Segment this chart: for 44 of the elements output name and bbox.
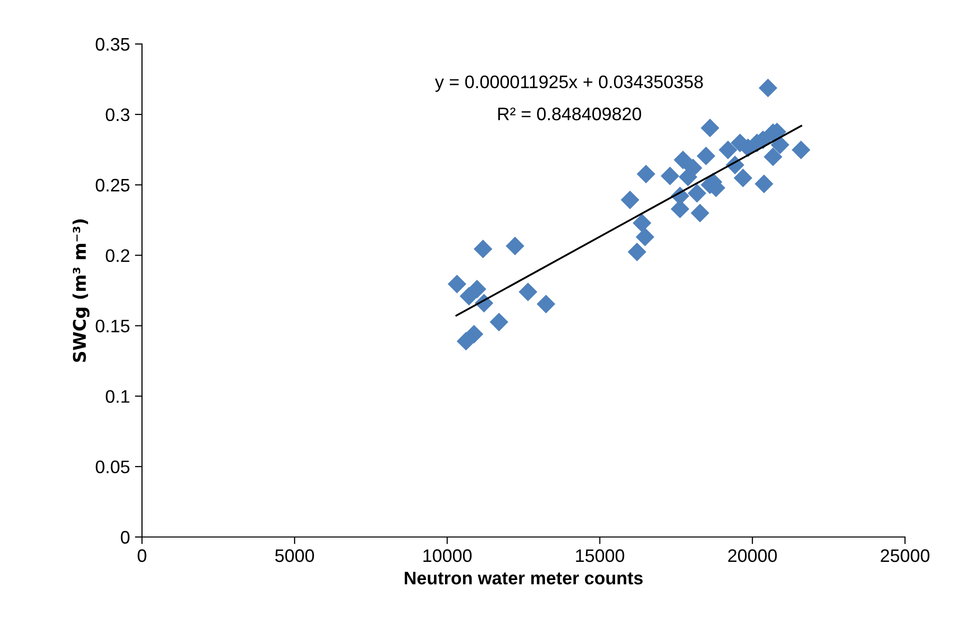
point bbox=[518, 282, 538, 302]
point bbox=[536, 294, 556, 314]
x-tick-label: 20000 bbox=[728, 549, 777, 562]
x-tick-label: 5000 bbox=[275, 549, 314, 562]
y-tick-label: 0.25 bbox=[96, 178, 130, 192]
y-tick-label: 0.15 bbox=[96, 320, 130, 332]
y-tick-label: 0.2 bbox=[106, 249, 130, 262]
point bbox=[632, 214, 652, 232]
x-tick-label: 15000 bbox=[576, 549, 624, 562]
point bbox=[674, 150, 692, 170]
point bbox=[700, 118, 720, 138]
point bbox=[734, 168, 752, 188]
y-tick-label: 0 bbox=[120, 530, 130, 544]
annotation: y = 0.000011925x + 0.034350358 bbox=[434, 76, 703, 92]
point bbox=[620, 190, 640, 210]
point bbox=[490, 312, 508, 332]
y-tick-label: 0.35 bbox=[96, 38, 130, 51]
point bbox=[474, 240, 492, 258]
point bbox=[506, 236, 524, 256]
y-axis-title: SWCg (m³ m⁻³) bbox=[72, 219, 90, 362]
point bbox=[660, 166, 680, 186]
point bbox=[636, 164, 656, 184]
point bbox=[696, 146, 716, 166]
point bbox=[718, 140, 738, 160]
x-axis-title: Neutron water meter counts bbox=[404, 572, 643, 584]
point bbox=[460, 286, 478, 306]
point bbox=[448, 274, 466, 294]
point bbox=[764, 148, 782, 166]
y-tick-label: 0.3 bbox=[106, 108, 130, 122]
point bbox=[690, 204, 710, 222]
point bbox=[754, 174, 774, 194]
point bbox=[636, 228, 654, 246]
point bbox=[628, 242, 646, 262]
point bbox=[758, 78, 778, 98]
annotation: R² = 0.848409820 bbox=[498, 108, 642, 120]
point bbox=[792, 140, 810, 160]
x-tick-label: 0 bbox=[138, 549, 146, 562]
point bbox=[688, 184, 706, 203]
point bbox=[770, 136, 790, 154]
x-tick-label: 25000 bbox=[880, 549, 930, 562]
y-tick-label: 0.05 bbox=[96, 460, 130, 474]
y-tick-label: 0.1 bbox=[106, 390, 130, 403]
x-tick-label: 10000 bbox=[423, 549, 472, 562]
point bbox=[456, 332, 476, 351]
